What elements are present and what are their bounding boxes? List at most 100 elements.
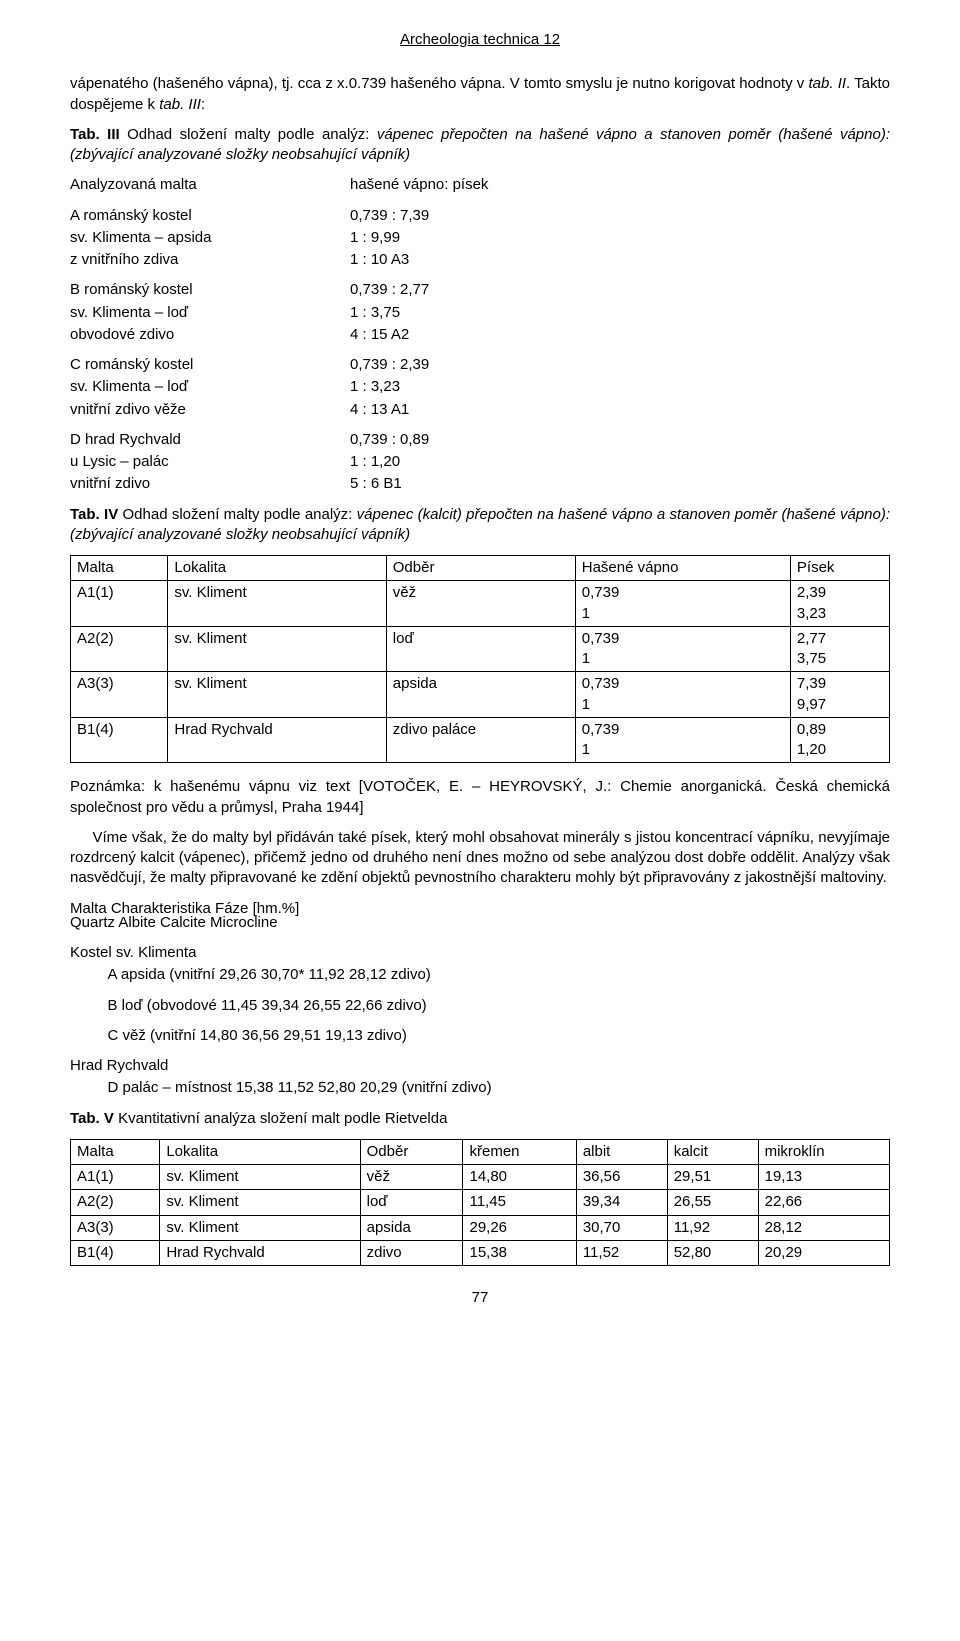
- cell: zdivo paláce: [386, 717, 575, 763]
- def-a-v1: 0,739 : 7,39: [350, 206, 890, 226]
- cell: 36,56: [576, 1165, 667, 1190]
- def-a-l2: sv. Klimenta – apsida: [70, 228, 350, 248]
- tab5-col5: kalcit: [667, 1139, 758, 1164]
- def-block-a: A románský kostel0,739 : 7,39 sv. Klimen…: [70, 206, 890, 271]
- cell: věž: [360, 1165, 463, 1190]
- tab5-label: Tab. V: [70, 1110, 114, 1127]
- cell: 0,89 1,20: [790, 717, 889, 763]
- cell: B1(4): [71, 717, 168, 763]
- cell-line: 2,77: [797, 630, 826, 647]
- cell: A1(1): [71, 581, 168, 627]
- tab4-text: Odhad složení malty podle analýz:: [118, 506, 356, 523]
- table-row: A1(1) sv. Kliment věž 14,80 36,56 29,51 …: [71, 1165, 890, 1190]
- cell: 29,26: [463, 1215, 576, 1240]
- def-c-v2: 1 : 3,23: [350, 377, 890, 397]
- cell-line: 2,39: [797, 584, 826, 601]
- tab4-col2: Odběr: [386, 556, 575, 581]
- cell-line: 7,39: [797, 675, 826, 692]
- cell: apsida: [360, 1215, 463, 1240]
- note-p2: Víme však, že do malty byl přidáván také…: [70, 828, 890, 889]
- cell: 2,39 3,23: [790, 581, 889, 627]
- journal-title: Archeologia technica 12: [70, 30, 890, 50]
- cell: 0,7391: [575, 672, 790, 718]
- tab4-col4: Písek: [790, 556, 889, 581]
- table-row: Malta Lokalita Odběr Hašené vápno Písek: [71, 556, 890, 581]
- def-b-l2: sv. Klimenta – loď: [70, 303, 350, 323]
- cell: 15,38: [463, 1240, 576, 1265]
- kliment-a: A apsida (vnitřní 29,26 30,70* 11,92 28,…: [70, 965, 890, 985]
- cell: A3(3): [71, 672, 168, 718]
- tab3-caption: Tab. III Odhad složení malty podle analý…: [70, 125, 890, 166]
- char-l2: Quartz Albite Calcite Microcline: [70, 913, 890, 933]
- cell-line: 3,23: [797, 605, 826, 622]
- cell: Hrad Rychvald: [160, 1240, 360, 1265]
- cell: A1(1): [71, 1165, 160, 1190]
- tab5-col6: mikroklín: [758, 1139, 889, 1164]
- def-a-l1: A románský kostel: [70, 206, 350, 226]
- cell: A2(2): [71, 1190, 160, 1215]
- def-d-v1: 0,739 : 0,89: [350, 430, 890, 450]
- def-d-v3: 5 : 6 B1: [350, 474, 890, 494]
- def-block-c: C románský kostel0,739 : 2,39 sv. Klimen…: [70, 355, 890, 420]
- def-c-l1: C románský kostel: [70, 355, 350, 375]
- cell: věž: [386, 581, 575, 627]
- rychvald-d: D palác – místnost 15,38 11,52 52,80 20,…: [70, 1078, 890, 1098]
- cell: 52,80: [667, 1240, 758, 1265]
- intro-text-e: :: [201, 96, 205, 113]
- cell: A2(2): [71, 626, 168, 672]
- def-header-val: hašené vápno: písek: [350, 175, 890, 195]
- cell: Hrad Rychvald: [168, 717, 386, 763]
- cell: B1(4): [71, 1240, 160, 1265]
- def-block-d: D hrad Rychvald0,739 : 0,89 u Lysic – pa…: [70, 430, 890, 495]
- table-v: Malta Lokalita Odběr křemen albit kalcit…: [70, 1139, 890, 1266]
- cell-line: 0,89: [797, 721, 826, 738]
- intro-tab-ii: tab. II: [808, 75, 846, 92]
- def-d-v2: 1 : 1,20: [350, 452, 890, 472]
- cell: 22,66: [758, 1190, 889, 1215]
- cell: 11,92: [667, 1215, 758, 1240]
- cell-line: 1: [582, 605, 590, 622]
- table-row: Malta Lokalita Odběr křemen albit kalcit…: [71, 1139, 890, 1164]
- table-row: A3(3) sv. Kliment apsida 0,7391 7,399,97: [71, 672, 890, 718]
- cell-line: 9,97: [797, 696, 826, 713]
- page-number: 77: [70, 1288, 890, 1308]
- tab3-label: Tab. III: [70, 126, 120, 143]
- cell: sv. Kliment: [160, 1190, 360, 1215]
- tab5-caption: Tab. V Kvantitativní analýza složení mal…: [70, 1109, 890, 1129]
- def-d-l1: D hrad Rychvald: [70, 430, 350, 450]
- cell: sv. Kliment: [168, 581, 386, 627]
- cell-line: 1: [582, 650, 590, 667]
- cell: 14,80: [463, 1165, 576, 1190]
- def-a-l3: z vnitřního zdiva: [70, 250, 350, 270]
- def-block-b: B románský kostel0,739 : 2,77 sv. Klimen…: [70, 280, 890, 345]
- def-b-l1: B románský kostel: [70, 280, 350, 300]
- tab5-col0: Malta: [71, 1139, 160, 1164]
- def-b-v3: 4 : 15 A2: [350, 325, 890, 345]
- cell: 29,51: [667, 1165, 758, 1190]
- table-iv: Malta Lokalita Odběr Hašené vápno Písek …: [70, 555, 890, 763]
- tab5-col2: Odběr: [360, 1139, 463, 1164]
- cell-line: 1: [582, 741, 590, 758]
- cell-line: 0,739: [582, 584, 620, 601]
- cell-line: 1,20: [797, 741, 826, 758]
- cell: A3(3): [71, 1215, 160, 1240]
- cell: sv. Kliment: [168, 672, 386, 718]
- table-row: A2(2) sv. Kliment loď 0,7391 2,773,75: [71, 626, 890, 672]
- intro-paragraph: vápenatého (hašeného vápna), tj. cca z x…: [70, 74, 890, 115]
- def-d-l3: vnitřní zdivo: [70, 474, 350, 494]
- tab5-text: Kvantitativní analýza složení malt podle…: [114, 1110, 448, 1127]
- kliment-head: Kostel sv. Klimenta: [70, 943, 890, 963]
- tab5-col3: křemen: [463, 1139, 576, 1164]
- page-container: Archeologia technica 12 vápenatého (haše…: [30, 0, 930, 1348]
- def-a-v2: 1 : 9,99: [350, 228, 890, 248]
- def-b-l3: obvodové zdivo: [70, 325, 350, 345]
- rychvald-head: Hrad Rychvald: [70, 1056, 890, 1076]
- cell: 0,739 1: [575, 581, 790, 627]
- tab4-col0: Malta: [71, 556, 168, 581]
- cell: 7,39 9,97: [790, 672, 889, 718]
- cell: loď: [360, 1190, 463, 1215]
- def-c-v3: 4 : 13 A1: [350, 400, 890, 420]
- table-row: A2(2) sv. Kliment loď 11,45 39,34 26,55 …: [71, 1190, 890, 1215]
- cell: sv. Kliment: [160, 1165, 360, 1190]
- intro-tab-iii: tab. III: [159, 96, 201, 113]
